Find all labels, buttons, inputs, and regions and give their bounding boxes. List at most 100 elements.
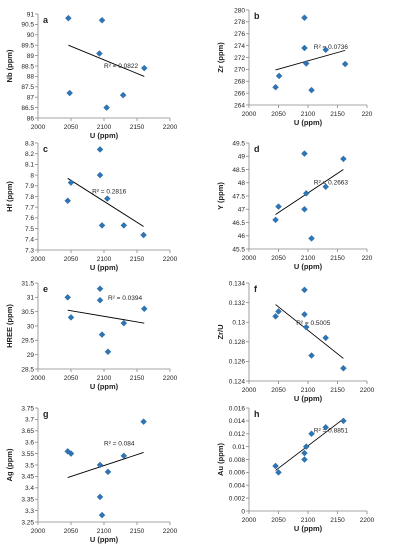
y-tick-label: 0.128 [229,339,246,346]
x-tick-label: 2050 [271,111,286,118]
data-point [301,205,308,213]
y-tick-label: 87.5 [21,84,34,91]
y-tick-label: 8 [30,172,34,179]
data-point [67,179,75,186]
x-tick-label: 2150 [130,528,145,535]
panel-letter: b [254,11,260,21]
r-squared-label: R² = 0.2663 [314,179,349,186]
y-tick-label: 86.5 [21,105,34,112]
y-tick-label: 3.35 [21,497,34,504]
data-point [98,16,106,24]
y-tick-label: 266 [234,90,245,97]
y-tick-label: 0.012 [229,431,246,438]
y-tick-label: 0.014 [229,418,246,425]
y-tick-label: 3.45 [21,474,34,481]
y-tick-label: 46 [238,233,246,240]
r-squared-label: R² = 0.5005 [296,320,331,327]
x-axis-label: U (ppm) [294,118,323,127]
x-axis-label: U (ppm) [294,394,323,403]
y-tick-label: 0.126 [229,359,246,366]
data-point [341,60,349,68]
x-tick-label: 2150 [130,124,145,131]
trend-line [275,418,344,471]
x-tick-label: 2100 [301,387,316,394]
panel-b: 2000 2050 2100 2150 220 264 266 268 270 272 274 276… [216,7,373,127]
x-tick-label: 2100 [301,517,316,524]
r-squared-label: R² = 0.084 [104,441,135,448]
y-axis-label: HREE (ppm) [5,304,14,348]
data-point [67,450,75,457]
y-tick-label: 0.01 [232,444,245,451]
y-tick-label: 30.5 [21,309,34,316]
x-tick-label: 2100 [97,124,112,131]
x-tick-label: 2150 [330,517,345,524]
data-point [272,83,279,91]
x-tick-label: 2050 [271,255,286,262]
x-tick-label: 2000 [31,375,46,382]
x-tick-label: 2150 [330,387,345,394]
y-tick-label: 45.5 [232,246,245,253]
y-tick-label: 280 [234,7,245,14]
data-point [340,155,347,163]
y-tick-label: 7.6 [25,215,34,222]
y-tick-label: 0.124 [229,378,246,385]
x-tick-label: 2100 [301,111,316,118]
data-point [275,72,283,80]
x-axis-label: U (ppm) [90,263,119,272]
x-tick-label: 220 [362,255,373,262]
data-point [104,195,111,202]
y-tick-label: 8.3 [25,140,34,147]
y-axis-label: Y (ppm) [216,182,225,210]
data-point [96,146,104,153]
y-tick-label: 47.5 [232,193,245,200]
panel-letter: h [254,409,260,419]
y-tick-label: 86 [27,115,35,122]
panel-c: 2000 2050 2100 2150 2200 7.3 7.4 7.5 7.6 7.7 7.8 7.… [5,140,178,272]
trend-line [67,309,145,324]
y-tick-label: 264 [234,102,245,109]
y-tick-label: 7.3 [25,247,34,254]
data-point [119,91,127,99]
r-squared-label: R² = 0.0394 [108,295,143,302]
y-tick-label: 0 [241,508,245,515]
x-tick-label: 2050 [64,256,79,263]
y-axis-label: Au (ppm) [216,443,225,476]
y-tick-label: 47 [238,207,246,214]
y-tick-label: 46.5 [232,220,245,227]
panel-f: 2000 2050 2100 2150 2200 0.124 0.126 0.128 0.13 0… [216,280,375,403]
x-tick-label: 2150 [330,255,345,262]
y-tick-label: 30 [27,323,35,330]
x-tick-label: 2100 [97,528,112,535]
x-tick-label: 2000 [31,256,46,263]
data-point [66,89,73,97]
data-point [275,308,282,315]
data-point [308,235,315,242]
data-point [301,150,308,157]
x-tick-label: 2100 [301,255,316,262]
data-point [98,222,106,229]
y-tick-label: 3.6 [25,440,34,447]
data-point [301,311,308,318]
y-tick-label: 0.004 [229,483,246,490]
panel-letter: f [254,284,258,294]
x-tick-label: 2000 [242,255,257,262]
data-point [301,456,308,463]
y-tick-label: 31.5 [21,280,34,287]
y-tick-label: 3.75 [21,405,34,412]
r-squared-label: R² = 0.8851 [314,428,349,435]
y-tick-label: 278 [234,19,245,26]
data-point [67,314,75,321]
y-tick-label: 89.5 [21,43,34,50]
data-point [96,461,104,469]
data-point [308,86,315,94]
panel-letter: c [43,144,48,154]
trend-line [67,177,144,227]
data-point [64,294,71,301]
y-tick-label: 28.5 [21,366,34,373]
y-tick-label: 91 [27,11,35,18]
x-tick-label: 2200 [163,124,178,131]
data-point [322,46,329,54]
data-point [98,511,106,519]
x-axis-label: U (ppm) [90,131,119,140]
